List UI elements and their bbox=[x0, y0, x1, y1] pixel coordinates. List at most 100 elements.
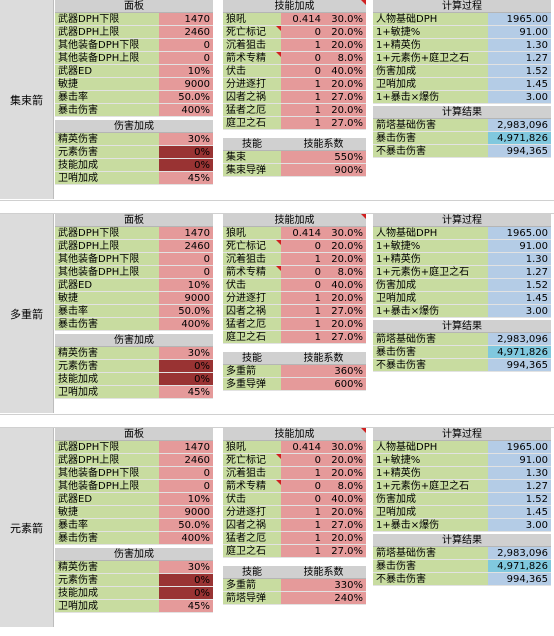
panel-value[interactable]: 9000 bbox=[159, 78, 213, 91]
panel-value[interactable]: 0 bbox=[159, 253, 213, 266]
skill-bonus-label: 囚者之祸 bbox=[223, 91, 281, 104]
skill-bonus-label: 狼吼 bbox=[223, 441, 281, 454]
panel-value[interactable]: 10% bbox=[159, 493, 213, 506]
skill-bonus-count[interactable]: 1 bbox=[281, 545, 324, 558]
panel-value[interactable]: 1470 bbox=[159, 13, 213, 26]
skill-bonus-count[interactable]: 0 bbox=[281, 480, 324, 493]
panel-value[interactable]: 9000 bbox=[159, 292, 213, 305]
panel-title: 面板 bbox=[55, 428, 213, 441]
skill-bonus-label: 狼吼 bbox=[223, 227, 281, 240]
panel-value[interactable]: 0 bbox=[159, 467, 213, 480]
result-label: 不暴击伤害 bbox=[373, 359, 488, 372]
skill-coef-label: 多重箭 bbox=[223, 365, 281, 378]
skill-bonus-count[interactable]: 1 bbox=[281, 305, 324, 318]
skill-coef-value[interactable]: 550% bbox=[281, 151, 366, 164]
panel-row: 暴击伤害 400% bbox=[55, 104, 213, 117]
skill-bonus-value: 20.0% bbox=[324, 240, 366, 253]
damage-bonus-label: 技能加成 bbox=[55, 159, 159, 172]
damage-bonus-value[interactable]: 45% bbox=[159, 386, 213, 399]
skill-bonus-count[interactable]: 1 bbox=[281, 39, 324, 52]
panel-value[interactable]: 400% bbox=[159, 532, 213, 545]
skill-bonus-row: 猛者之厄 1 20.0% bbox=[223, 532, 366, 545]
damage-bonus-value[interactable]: 0% bbox=[159, 574, 213, 587]
skill-bonus-count[interactable]: 0 bbox=[281, 266, 324, 279]
skill-coef-row: 多重导弹 600% bbox=[223, 378, 366, 391]
skill-bonus-count[interactable]: 0 bbox=[281, 493, 324, 506]
damage-bonus-value[interactable]: 45% bbox=[159, 600, 213, 613]
panel-value[interactable]: 400% bbox=[159, 104, 213, 117]
comment-marker-icon bbox=[276, 480, 281, 485]
skill-bonus-count[interactable]: 1 bbox=[281, 318, 324, 331]
skill-bonus-value: 30.0% bbox=[324, 13, 366, 26]
calc-title: 计算过程 bbox=[373, 428, 551, 441]
damage-bonus-value[interactable]: 30% bbox=[159, 133, 213, 146]
damage-bonus-value[interactable]: 30% bbox=[159, 347, 213, 360]
damage-bonus-value[interactable]: 45% bbox=[159, 172, 213, 185]
skill-bonus-count[interactable]: 1 bbox=[281, 519, 324, 532]
panel-value[interactable]: 1470 bbox=[159, 441, 213, 454]
skill-bonus-count[interactable]: 1 bbox=[281, 253, 324, 266]
skill-bonus-count[interactable]: 1 bbox=[281, 532, 324, 545]
skill-bonus-count[interactable]: 1 bbox=[281, 331, 324, 344]
skill-bonus-count[interactable]: 0.414 bbox=[281, 441, 324, 454]
panel-value[interactable]: 1470 bbox=[159, 227, 213, 240]
damage-bonus-label: 元素伤害 bbox=[55, 146, 159, 159]
panel-value[interactable]: 2460 bbox=[159, 454, 213, 467]
damage-bonus-value[interactable]: 0% bbox=[159, 360, 213, 373]
damage-bonus-value[interactable]: 0% bbox=[159, 587, 213, 600]
skill-coef-value[interactable]: 330% bbox=[281, 579, 366, 592]
calc-value: 91.00 bbox=[488, 26, 551, 39]
comment-marker-icon bbox=[276, 240, 281, 245]
panel-value[interactable]: 10% bbox=[159, 279, 213, 292]
skill-bonus-count[interactable]: 1 bbox=[281, 292, 324, 305]
panel-value[interactable]: 0 bbox=[159, 480, 213, 493]
skill-bonus-count[interactable]: 0.414 bbox=[281, 13, 324, 26]
skill-bonus-count[interactable]: 0 bbox=[281, 26, 324, 39]
skill-bonus-count[interactable]: 1 bbox=[281, 91, 324, 104]
panel-row: 敏捷 9000 bbox=[55, 506, 213, 519]
skill-bonus-count[interactable]: 0 bbox=[281, 52, 324, 65]
skill-bonus-count[interactable]: 0 bbox=[281, 279, 324, 292]
calc-row: 1+精英伤 1.30 bbox=[373, 39, 551, 52]
skill-coef-value[interactable]: 600% bbox=[281, 378, 366, 391]
damage-bonus-row: 元素伤害 0% bbox=[55, 360, 213, 373]
skill-bonus-value: 27.0% bbox=[324, 331, 366, 344]
skill-bonus-count[interactable]: 1 bbox=[281, 506, 324, 519]
skill-bonus-count[interactable]: 1 bbox=[281, 78, 324, 91]
panel-value[interactable]: 50.0% bbox=[159, 519, 213, 532]
skill-bonus-count[interactable]: 1 bbox=[281, 117, 324, 130]
skill-bonus-value: 27.0% bbox=[324, 519, 366, 532]
skill-bonus-value: 27.0% bbox=[324, 545, 366, 558]
skill-bonus-count[interactable]: 0 bbox=[281, 454, 324, 467]
panel-label: 武器ED bbox=[55, 279, 159, 292]
skill-bonus-label: 分进逐打 bbox=[223, 292, 281, 305]
panel-value[interactable]: 0 bbox=[159, 266, 213, 279]
skill-coef-value[interactable]: 240% bbox=[281, 592, 366, 605]
skill-bonus-value: 20.0% bbox=[324, 104, 366, 117]
skill-coef-value[interactable]: 360% bbox=[281, 365, 366, 378]
panel-value[interactable]: 10% bbox=[159, 65, 213, 78]
skill-bonus-count[interactable]: 0.414 bbox=[281, 227, 324, 240]
panel-value[interactable]: 0 bbox=[159, 52, 213, 65]
skill-coef-value[interactable]: 900% bbox=[281, 164, 366, 177]
skill-bonus-title: 技能加成 bbox=[223, 428, 366, 441]
damage-bonus-value[interactable]: 0% bbox=[159, 373, 213, 386]
panel-value[interactable]: 2460 bbox=[159, 240, 213, 253]
panel-value[interactable]: 50.0% bbox=[159, 91, 213, 104]
skill-bonus-row: 死亡标记 0 20.0% bbox=[223, 26, 366, 39]
damage-bonus-value[interactable]: 30% bbox=[159, 561, 213, 574]
skill-bonus-count[interactable]: 1 bbox=[281, 104, 324, 117]
panel-value[interactable]: 50.0% bbox=[159, 305, 213, 318]
damage-bonus-header-row: 伤害加成 bbox=[55, 548, 213, 561]
skill-bonus-count[interactable]: 0 bbox=[281, 240, 324, 253]
skill-bonus-row: 囚者之祸 1 27.0% bbox=[223, 519, 366, 532]
panel-row: 其他装备DPH下限 0 bbox=[55, 253, 213, 266]
damage-bonus-value[interactable]: 0% bbox=[159, 146, 213, 159]
damage-bonus-value[interactable]: 0% bbox=[159, 159, 213, 172]
skill-bonus-count[interactable]: 0 bbox=[281, 65, 324, 78]
panel-value[interactable]: 400% bbox=[159, 318, 213, 331]
panel-value[interactable]: 9000 bbox=[159, 506, 213, 519]
skill-bonus-count[interactable]: 1 bbox=[281, 467, 324, 480]
panel-value[interactable]: 2460 bbox=[159, 26, 213, 39]
panel-value[interactable]: 0 bbox=[159, 39, 213, 52]
